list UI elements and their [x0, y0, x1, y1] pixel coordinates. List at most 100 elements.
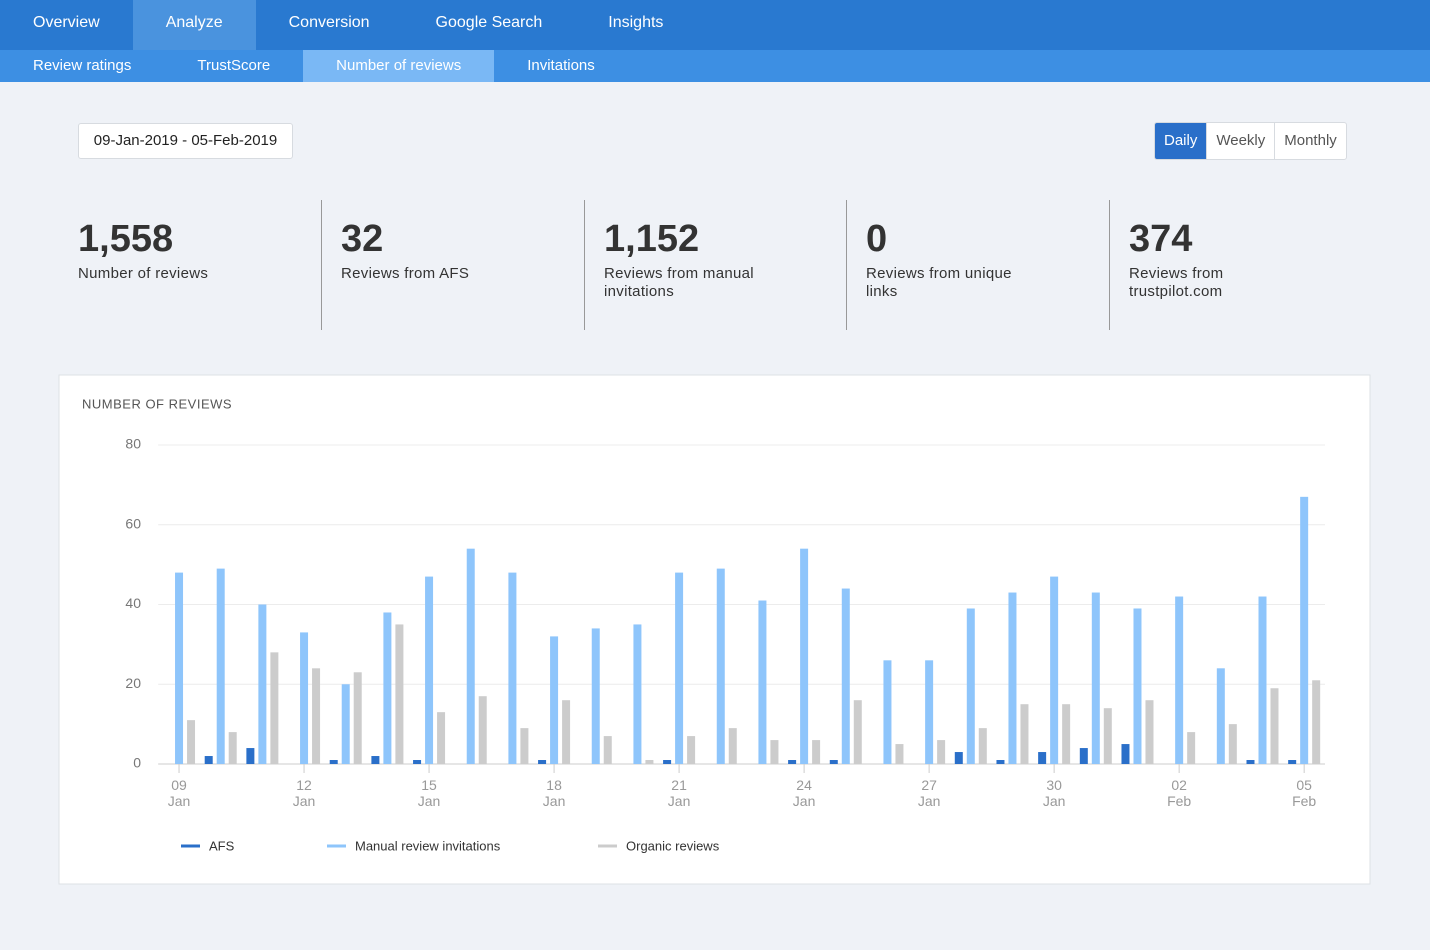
bar: [1133, 608, 1142, 764]
bar: [228, 732, 237, 764]
bar: [1258, 596, 1267, 764]
date-range[interactable]: 09-Jan-2019 - 05-Feb-2019: [78, 123, 293, 159]
bar: [413, 760, 422, 764]
legend-label: Organic reviews: [626, 838, 720, 853]
bar: [466, 548, 475, 764]
bar: [1062, 704, 1071, 764]
bar: [550, 636, 559, 764]
bar: [996, 760, 1005, 764]
stat-divider: [584, 200, 585, 330]
nav-tab[interactable]: Conversion: [288, 14, 370, 31]
bar: [937, 740, 946, 764]
x-tick-label: 18 Jan: [542, 777, 566, 809]
stat-label: Reviews from unique links: [866, 265, 1012, 300]
bar: [687, 736, 696, 764]
x-tick-label: 12 Jan: [292, 777, 316, 809]
x-tick-label: 24 Jan: [792, 777, 816, 809]
bar: [883, 660, 892, 764]
bar: [508, 572, 517, 764]
bar: [788, 760, 797, 764]
bar: [175, 572, 184, 764]
bar: [395, 624, 404, 764]
bar: [770, 740, 779, 764]
bar: [895, 744, 904, 764]
stat-divider: [321, 200, 322, 330]
bar: [645, 760, 654, 764]
nav-tab[interactable]: Insights: [608, 14, 664, 31]
bar: [371, 756, 380, 764]
bar: [800, 548, 809, 764]
stat-value: 1,558: [78, 218, 174, 260]
bar: [1246, 760, 1255, 764]
period-option[interactable]: Monthly: [1274, 123, 1346, 159]
bar: [1312, 680, 1321, 764]
subnav-tab[interactable]: Number of reviews: [303, 50, 495, 82]
stat-value: 1,152: [604, 218, 700, 260]
bar: [246, 748, 255, 764]
period-option[interactable]: Daily: [1155, 123, 1207, 159]
period-option[interactable]: Weekly: [1206, 123, 1274, 159]
bar: [1038, 752, 1047, 764]
bar: [1300, 496, 1309, 764]
bar: [1008, 592, 1017, 764]
bar: [954, 752, 963, 764]
bar: [925, 660, 934, 764]
top-nav: Overview Analyze Conversion Google Search In…: [0, 0, 1430, 50]
bar: [258, 604, 267, 764]
stat: 1,558 Number of reviews: [78, 200, 253, 330]
bar: [425, 576, 434, 764]
bar: [716, 568, 725, 764]
y-tick-label: 60: [125, 515, 141, 531]
bar: [1270, 688, 1279, 764]
bar: [978, 728, 987, 764]
stat-label: Reviews from AFS: [341, 265, 470, 282]
stat: 374 Reviews from trustpilot.com: [1129, 200, 1304, 330]
bar: [538, 760, 547, 764]
stat: 1,152 Reviews from manual invitations: [604, 200, 779, 330]
bar: [329, 760, 338, 764]
stat-label: Reviews from manual invitations: [604, 265, 754, 300]
stat-divider: [846, 200, 847, 330]
bar: [1079, 748, 1088, 764]
subnav-tab[interactable]: Invitations: [527, 57, 595, 74]
bar: [1121, 744, 1130, 764]
bar: [1175, 596, 1184, 764]
bar: [591, 628, 600, 764]
bar: [1288, 760, 1297, 764]
x-tick-label: 02 Feb: [1167, 777, 1192, 809]
bar: [603, 736, 612, 764]
legend-label: Manual review invitations: [355, 838, 501, 853]
bar: [1020, 704, 1029, 764]
bar: [633, 624, 642, 764]
nav-tab[interactable]: Overview: [33, 14, 100, 31]
bar: [1050, 576, 1059, 764]
subnav-tab[interactable]: TrustScore: [197, 57, 271, 74]
stat-value: 0: [866, 218, 888, 260]
y-tick-label: 0: [133, 755, 141, 771]
stat-value: 32: [341, 218, 384, 260]
bar: [829, 760, 838, 764]
bar: [663, 760, 672, 764]
bar: [1145, 700, 1154, 764]
nav-tab[interactable]: Google Search: [435, 14, 543, 31]
bar: [300, 632, 309, 764]
bar: [675, 572, 684, 764]
bar: [478, 696, 487, 764]
bar: [758, 600, 767, 764]
subnav-tab[interactable]: Review ratings: [33, 57, 132, 74]
bar: [1228, 724, 1237, 764]
bar: [841, 588, 850, 764]
x-tick-label: 21 Jan: [667, 777, 691, 809]
x-tick-label: 05 Feb: [1292, 777, 1317, 809]
bar: [728, 728, 737, 764]
bar: [1091, 592, 1100, 764]
bar: [216, 568, 225, 764]
bar: [312, 668, 321, 764]
y-tick-label: 40: [125, 595, 141, 611]
stat: 0 Reviews from unique links: [866, 200, 1041, 330]
nav-tab[interactable]: Analyze: [132, 0, 256, 50]
x-tick-label: 27 Jan: [917, 777, 941, 809]
bar: [812, 740, 821, 764]
